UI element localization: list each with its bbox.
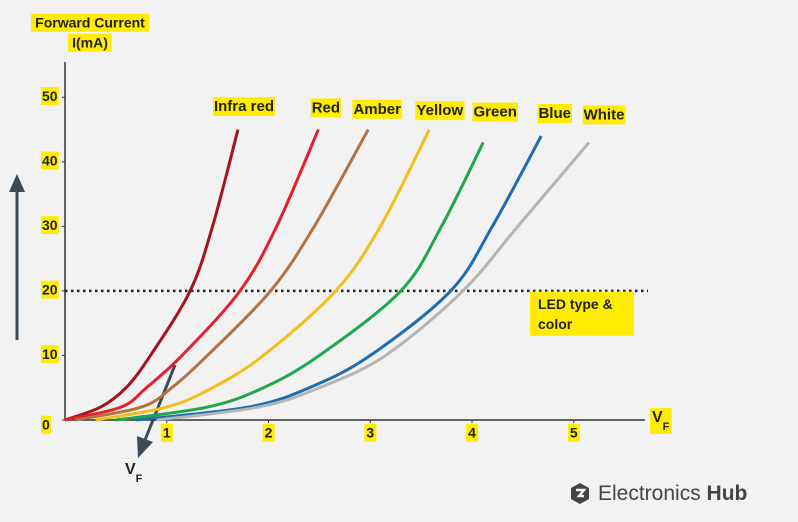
y-axis-label: Forward Current: [35, 15, 145, 31]
y-tick-label: 0: [42, 417, 50, 433]
up-arrow-head: [9, 174, 25, 192]
curve: [136, 135, 543, 422]
curve: [64, 128, 320, 422]
logo-mark: [576, 488, 587, 498]
label-highlight: [41, 86, 59, 105]
legend-entry: Green: [474, 104, 517, 121]
label-highlight: [537, 103, 572, 123]
brand: Electronics Hub: [598, 482, 747, 505]
y-tick-label: 10: [42, 346, 58, 362]
annotation-line: color: [538, 316, 573, 332]
curve: [115, 141, 485, 422]
label-highlight: [415, 101, 465, 121]
x-label-main: V: [652, 409, 663, 426]
label-highlight: [352, 99, 403, 119]
label-highlight: [582, 105, 626, 125]
legend-entry: Red: [312, 99, 340, 116]
x-tick-label: 4: [468, 425, 476, 441]
legend-entry: Blue: [538, 105, 571, 122]
label-highlight: [310, 98, 342, 118]
label-highlight: [364, 423, 377, 442]
x-tick-label: 3: [366, 425, 374, 441]
curve: [156, 141, 591, 422]
y-tick-label: 30: [42, 217, 58, 233]
legend-entry: Yellow: [416, 102, 463, 119]
y-tick-label: 50: [42, 88, 58, 104]
curve: [64, 129, 240, 422]
curve: [95, 128, 431, 422]
label-highlight: [567, 423, 580, 442]
arrow-label-main: V: [125, 461, 136, 478]
label-highlight: [41, 151, 59, 170]
label-highlight: [650, 408, 672, 434]
x-axis-label: VF: [652, 409, 670, 433]
label-highlight: [41, 345, 59, 364]
annotation-box: [530, 291, 634, 336]
label-highlight: [466, 423, 479, 442]
label-highlight: [41, 415, 51, 434]
legend-entry: White: [584, 106, 625, 123]
label-highlight: [68, 33, 112, 52]
vf-arrow: [143, 364, 177, 441]
x-tick-label: 1: [163, 425, 171, 441]
label-highlight: [41, 280, 59, 299]
y-axis-label: I(mA): [72, 35, 108, 51]
vf-arrow-head: [137, 436, 153, 458]
y-tick-label: 40: [42, 153, 58, 169]
curve: [74, 128, 370, 422]
label-highlight: [41, 216, 59, 235]
label-highlight: [262, 423, 275, 442]
legend-entry: Infra red: [214, 98, 274, 115]
x-tick-label: 2: [265, 425, 273, 441]
x-label-sub: F: [663, 421, 670, 433]
arrow-label: VF: [125, 461, 143, 485]
y-tick-label: 20: [42, 282, 58, 298]
label-highlight: [31, 13, 150, 32]
label-highlight: [212, 96, 275, 116]
x-tick-label: 5: [570, 425, 578, 441]
brand-bold: Hub: [707, 482, 748, 505]
label-highlight: [160, 423, 173, 442]
brand-logo: [571, 483, 589, 504]
label-highlight: [472, 102, 518, 122]
annotation: LED type & color: [538, 296, 613, 332]
legend-entry: Amber: [353, 101, 401, 118]
arrow-label-sub: F: [136, 473, 143, 485]
annotation-line: LED type &: [538, 296, 613, 312]
brand-text: Electronics: [598, 482, 701, 505]
